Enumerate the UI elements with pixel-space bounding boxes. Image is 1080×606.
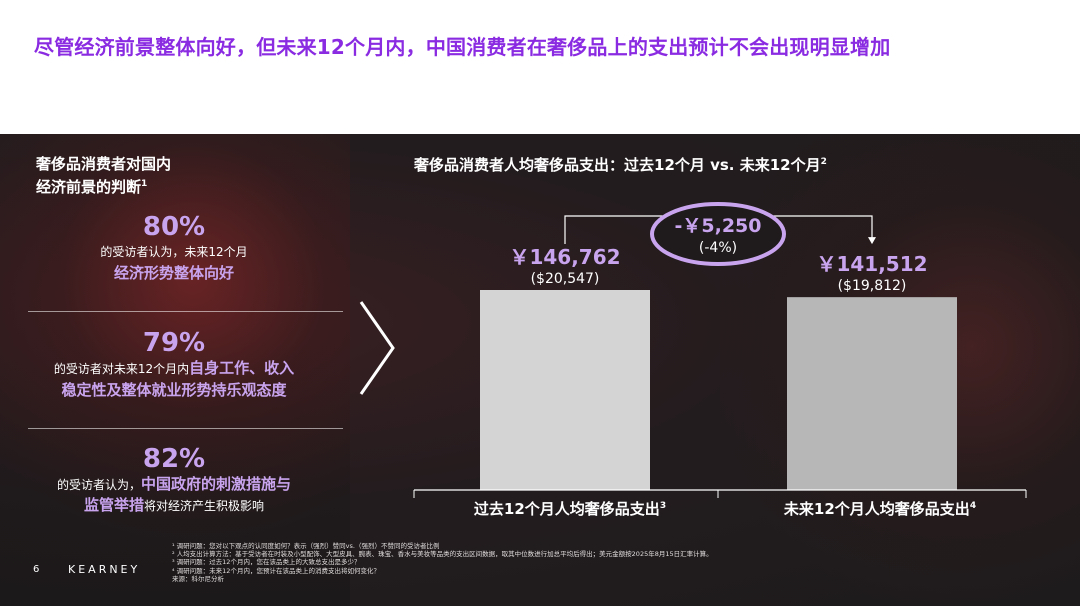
footnotes: ¹ 调研问题：您对以下观点的认同度如何？表示（强烈）赞同vs.（强烈）不赞同的受…: [172, 542, 972, 583]
x-tick-sup: 3: [659, 501, 667, 511]
footnote: ⁴ 调研问题：未来12个月内，您预计在该品类上的消费支出将如何变化？: [172, 566, 380, 575]
stat-text: 的受访者认为，: [56, 478, 141, 492]
page-headline: 尽管经济前景整体向好，但未来12个月内，中国消费者在奢侈品上的支出预计不会出现明…: [34, 35, 891, 59]
left-title-sup: 1: [141, 179, 148, 189]
difference-label: -￥5,250: [675, 215, 762, 237]
stat-percent: 82%: [142, 444, 206, 474]
stat-highlight: 经济形势整体向好: [113, 264, 234, 282]
stat-stimulus: 82% 的受访者认为，中国政府的刺激措施与 监管举措将对经济产生积极影响: [24, 444, 324, 516]
x-tick-label-text: 过去12个月人均奢侈品支出: [473, 500, 660, 518]
footnote-source: 来源：科尔尼分析: [172, 574, 224, 583]
page-number: 6: [33, 564, 40, 575]
background-image-left: [0, 134, 350, 606]
left-title-line1: 奢侈品消费者对国内: [36, 155, 172, 173]
data-label-usd: ($20,547): [531, 271, 600, 287]
arrow-head-icon: [868, 237, 876, 245]
stat-percent: 79%: [142, 328, 206, 358]
left-title-line2: 经济前景的判断: [36, 178, 142, 196]
stat-employment: 79% 的受访者对未来12个月内自身工作、收入 稳定性及整体就业形势持乐观态度: [24, 328, 324, 400]
divider: [28, 428, 343, 429]
stat-highlight-2: 稳定性及整体就业形势持乐观态度: [61, 381, 287, 399]
data-label-value: ￥146,762: [509, 245, 620, 269]
difference-highlight: [650, 202, 786, 266]
data-label-usd: ($19,812): [838, 278, 907, 294]
stat-highlight-2: 监管举措: [83, 496, 144, 514]
x-tick-label-text: 未来12个月人均奢侈品支出: [783, 500, 970, 518]
stat-text-post: 将对经济产生积极影响: [144, 499, 265, 513]
footnote: ¹ 调研问题：您对以下观点的认同度如何？表示（强烈）赞同vs.（强烈）不赞同的受…: [172, 542, 440, 550]
stat-text: 的受访者对未来12个月内: [53, 362, 190, 376]
stat-text: 的受访者认为，未来12个月: [100, 245, 248, 259]
x-tick-label-past: 过去12个月人均奢侈品支出3: [420, 498, 720, 519]
stat-highlight: 自身工作、收入: [189, 359, 295, 377]
data-label-value: ￥141,512: [816, 252, 927, 276]
divider: [28, 311, 343, 312]
footnote: ² 人均支出计算方法：基于受访者在时装及小型配饰、大型皮具、腕表、珠宝、香水与美…: [172, 550, 713, 559]
x-tick-sup: 4: [969, 501, 977, 511]
bar-0: [480, 290, 650, 490]
content-panel: 奢侈品消费者对国内 经济前景的判断1 80% 的受访者认为，未来12个月 经济形…: [0, 134, 1080, 606]
x-tick-label-future: 未来12个月人均奢侈品支出4: [730, 498, 1030, 519]
left-section-title: 奢侈品消费者对国内 经济前景的判断1: [36, 154, 296, 197]
bar-chart: ￥146,762 ($20,547) ￥141,512 ($19,812) -￥5,25…: [413, 202, 1027, 498]
footnote: ³ 调研问题：过去12个月内，您在该品类上的大致总支出是多少？: [172, 558, 361, 567]
brand-logo: KEARNEY: [68, 563, 141, 576]
stat-highlight: 中国政府的刺激措施与: [141, 475, 292, 493]
bar-1: [787, 297, 957, 490]
chart-title-text: 奢侈品消费者人均奢侈品支出：过去12个月 vs. 未来12个月: [414, 156, 821, 174]
stat-percent: 80%: [142, 212, 206, 242]
stat-economy: 80% 的受访者认为，未来12个月 经济形势整体向好: [24, 212, 324, 283]
chart-title: 奢侈品消费者人均奢侈品支出：过去12个月 vs. 未来12个月2: [414, 154, 1054, 175]
chevron-right-icon: [359, 301, 395, 395]
difference-percent: (-4%): [699, 240, 737, 256]
chart-title-sup: 2: [820, 157, 827, 167]
